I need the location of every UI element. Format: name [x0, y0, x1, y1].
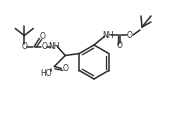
Text: O: O	[39, 32, 45, 41]
Text: NH: NH	[102, 31, 114, 40]
Text: HO: HO	[40, 69, 52, 78]
Text: O: O	[127, 31, 133, 40]
Text: NH: NH	[49, 42, 60, 51]
Text: O: O	[21, 42, 27, 51]
Text: O: O	[62, 64, 68, 73]
Text: O: O	[41, 42, 47, 51]
Text: O: O	[117, 42, 123, 51]
